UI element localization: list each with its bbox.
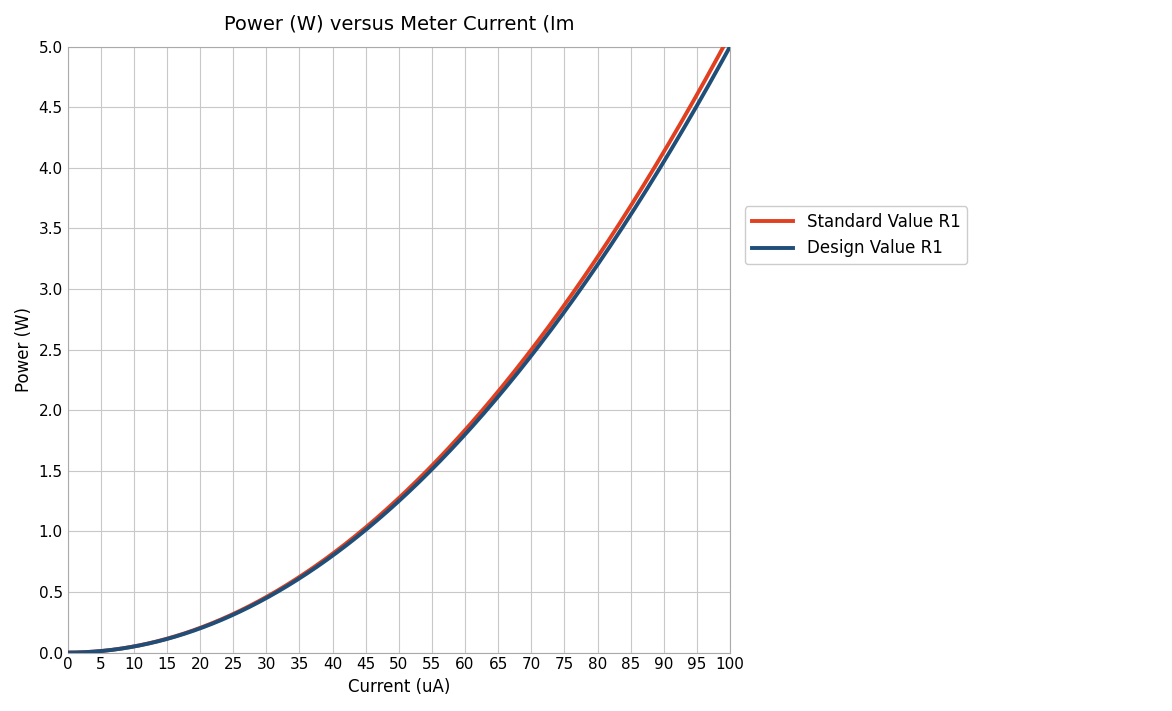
Standard Value R1: [703, 66, 717, 75]
Standard Value R1: [366, 518, 380, 526]
Standard Value R1: [723, 31, 737, 39]
Design Value R1: [582, 272, 597, 281]
Design Value R1: [703, 77, 717, 85]
Design Value R1: [703, 77, 717, 86]
Standard Value R1: [703, 65, 717, 74]
Y-axis label: Power (W): Power (W): [15, 307, 33, 392]
Design Value R1: [95, 647, 109, 656]
Design Value R1: [61, 648, 75, 657]
Standard Value R1: [582, 265, 597, 274]
Design Value R1: [383, 505, 397, 513]
Standard Value R1: [95, 647, 109, 656]
Standard Value R1: [383, 502, 397, 510]
Design Value R1: [366, 520, 380, 529]
Title: Power (W) versus Meter Current (Im: Power (W) versus Meter Current (Im: [224, 15, 574, 34]
Line: Standard Value R1: Standard Value R1: [68, 35, 730, 653]
X-axis label: Current (uA): Current (uA): [348, 678, 450, 696]
Design Value R1: [723, 43, 737, 51]
Standard Value R1: [61, 648, 75, 657]
Line: Design Value R1: Design Value R1: [68, 47, 730, 653]
Legend: Standard Value R1, Design Value R1: Standard Value R1, Design Value R1: [745, 206, 967, 264]
